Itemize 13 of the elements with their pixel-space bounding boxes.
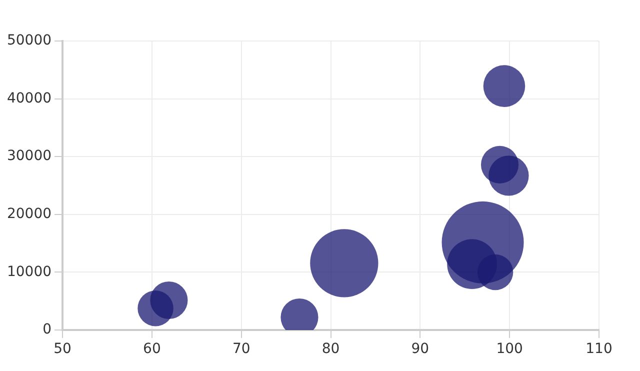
x-tick-label: 70 xyxy=(232,341,250,358)
y-tick-label: 50000 xyxy=(6,32,52,49)
x-tick-label: 110 xyxy=(586,341,612,358)
x-tick-label: 50 xyxy=(54,341,72,358)
x-tick-label: 90 xyxy=(411,341,430,358)
y-tick-label: 10000 xyxy=(6,264,52,280)
x-tick-label: 100 xyxy=(496,341,523,358)
y-tick-label: 40000 xyxy=(6,90,52,106)
y-tick-label: 20000 xyxy=(6,206,52,222)
x-tick-label: 80 xyxy=(322,341,340,358)
x-tick-label: 60 xyxy=(143,341,161,358)
y-tick-label: 0 xyxy=(42,322,52,338)
y-tick-label: 30000 xyxy=(6,148,52,164)
